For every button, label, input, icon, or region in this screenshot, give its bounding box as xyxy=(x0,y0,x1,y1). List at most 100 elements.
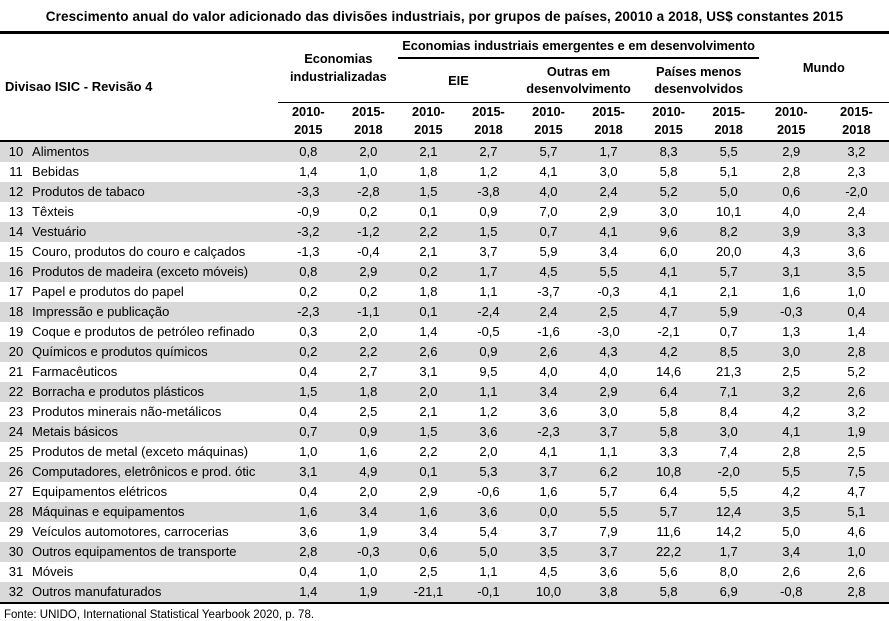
cell-value: 1,6 xyxy=(359,443,378,459)
cell-value: 20,0 xyxy=(716,243,742,259)
cell-value: 4,3 xyxy=(782,243,801,259)
cell-value: 3,6 xyxy=(479,503,498,519)
cell-value: 2,0 xyxy=(359,483,378,499)
table-row: 19 Coque e produtos de petróleo refinado 0… xyxy=(0,322,889,342)
cell-value: 2,8 xyxy=(847,583,866,599)
cell-value: 0,2 xyxy=(359,283,378,299)
cell-value: -0,8 xyxy=(780,583,803,599)
cell-value: 0,7 xyxy=(539,223,558,239)
cell-value: 4,6 xyxy=(847,523,866,539)
cell-value: 2,2 xyxy=(359,343,378,359)
cell-value: 3,7 xyxy=(599,423,618,439)
row-code: 28 xyxy=(8,503,24,519)
cell-value: 6,2 xyxy=(599,463,618,479)
cell-value: 1,4 xyxy=(847,323,866,339)
cell-value: 6,9 xyxy=(719,583,738,599)
cell-value: 3,4 xyxy=(359,503,378,519)
cell-value: 0,1 xyxy=(419,203,438,219)
cell-value: -2,8 xyxy=(357,183,380,199)
group-world: Mundo xyxy=(802,60,845,76)
row-label: Produtos de metal (exceto máquinas) xyxy=(32,443,249,459)
row-label: Outros manufaturados xyxy=(32,583,162,599)
row-label: Papel e produtos do papel xyxy=(32,283,184,299)
cell-value: 5,1 xyxy=(847,503,866,519)
cell-value: 4,5 xyxy=(539,563,558,579)
cell-value: 1,9 xyxy=(847,423,866,439)
row-code: 18 xyxy=(8,303,24,319)
cell-value: 3,1 xyxy=(299,463,318,479)
subgroup-other-developing: Outras em desenvolvimento xyxy=(526,63,631,97)
cell-value: 7,0 xyxy=(539,203,558,219)
cell-value: 14,2 xyxy=(716,523,742,539)
cell-value: 4,1 xyxy=(659,263,678,279)
table-row: 12 Produtos de tabaco -3,3 -2,8 1,5 -3,8 4,0 2,… xyxy=(0,181,889,202)
cell-value: 0,8 xyxy=(299,263,318,279)
cell-value: 2,8 xyxy=(782,443,801,459)
cell-value: -0,1 xyxy=(477,583,500,599)
cell-value: 5,8 xyxy=(659,423,678,439)
row-label: Outros equipamentos de transporte xyxy=(32,543,237,559)
cell-value: 7,5 xyxy=(847,463,866,479)
cell-value: 14,6 xyxy=(655,363,682,379)
cell-value: 2,1 xyxy=(419,243,438,259)
cell-value: 5,9 xyxy=(719,303,738,319)
cell-value: -0,9 xyxy=(297,203,320,219)
row-code: 16 xyxy=(8,263,24,279)
cell-value: 2,5 xyxy=(419,563,438,579)
subgroup-ldc: Países menos desenvolvidos xyxy=(654,63,744,97)
cell-value: 1,5 xyxy=(479,223,498,239)
table-row: 24 Metais básicos 0,7 0,9 1,5 3,6 -2,3 3,7 5,8 3,… xyxy=(0,421,889,442)
cell-value: 5,8 xyxy=(659,163,678,179)
cell-value: 0,4 xyxy=(299,403,318,419)
row-label: Farmacêuticos xyxy=(32,363,118,379)
row-code: 11 xyxy=(9,163,23,179)
cell-value: 2,0 xyxy=(359,143,378,159)
table-row: 30 Outros equipamentos de transporte 2,8 -0… xyxy=(0,541,889,562)
cell-value: 3,0 xyxy=(659,203,678,219)
row-code: 27 xyxy=(8,483,24,499)
cell-value: 0,1 xyxy=(419,303,438,319)
row-code: 21 xyxy=(8,363,24,379)
cell-value: -3,2 xyxy=(297,223,320,239)
cell-value: 2,9 xyxy=(419,483,438,499)
cell-value: -0,6 xyxy=(477,483,500,499)
cell-value: 9,6 xyxy=(659,223,678,239)
cell-value: 2,6 xyxy=(847,383,866,399)
cell-value: 4,0 xyxy=(539,363,558,379)
cell-value: 6,4 xyxy=(659,383,678,399)
cell-value: 2,1 xyxy=(719,283,738,299)
row-code: 17 xyxy=(8,283,24,299)
group-industrialized: Economias industrializadas xyxy=(289,51,387,84)
table-row: 28 Máquinas e equipamentos 1,6 3,4 1,6 3,6 0,0… xyxy=(0,501,889,522)
row-label: Bebidas xyxy=(32,163,80,179)
cell-value: -0,3 xyxy=(780,303,803,319)
cell-value: -1,6 xyxy=(537,323,560,339)
cell-value: 7,9 xyxy=(599,523,618,539)
row-label: Vestuário xyxy=(32,223,87,239)
group-emerging: Economias industriais emergentes e em de… xyxy=(398,34,759,59)
cell-value: 22,2 xyxy=(655,543,682,559)
cell-value: 0,6 xyxy=(419,543,438,559)
cell-value: -21,1 xyxy=(413,583,444,599)
cell-value: -0,3 xyxy=(357,543,380,559)
cell-value: 1,0 xyxy=(847,543,866,559)
row-label: Produtos de tabaco xyxy=(32,183,145,199)
cell-value: 2,7 xyxy=(479,143,498,159)
cell-value: -2,3 xyxy=(297,303,320,319)
cell-value: -1,3 xyxy=(297,243,320,259)
cell-value: 12,4 xyxy=(716,503,742,519)
cell-value: 1,4 xyxy=(299,583,318,599)
cell-value: 2,5 xyxy=(599,303,618,319)
cell-value: 3,7 xyxy=(599,543,618,559)
cell-value: -2,1 xyxy=(657,323,680,339)
cell-value: 4,1 xyxy=(599,223,618,239)
cell-value: 3,1 xyxy=(419,363,438,379)
row-label: Impressão e publicação xyxy=(32,303,170,319)
row-code: 20 xyxy=(8,343,24,359)
row-label: Borracha e produtos plásticos xyxy=(32,383,205,399)
table-row: 15 Couro, produtos do couro e calçados -1,… xyxy=(0,242,889,262)
cell-value: 2,9 xyxy=(599,383,618,399)
cell-value: 5,7 xyxy=(659,503,678,519)
cell-value: 2,5 xyxy=(359,403,378,419)
